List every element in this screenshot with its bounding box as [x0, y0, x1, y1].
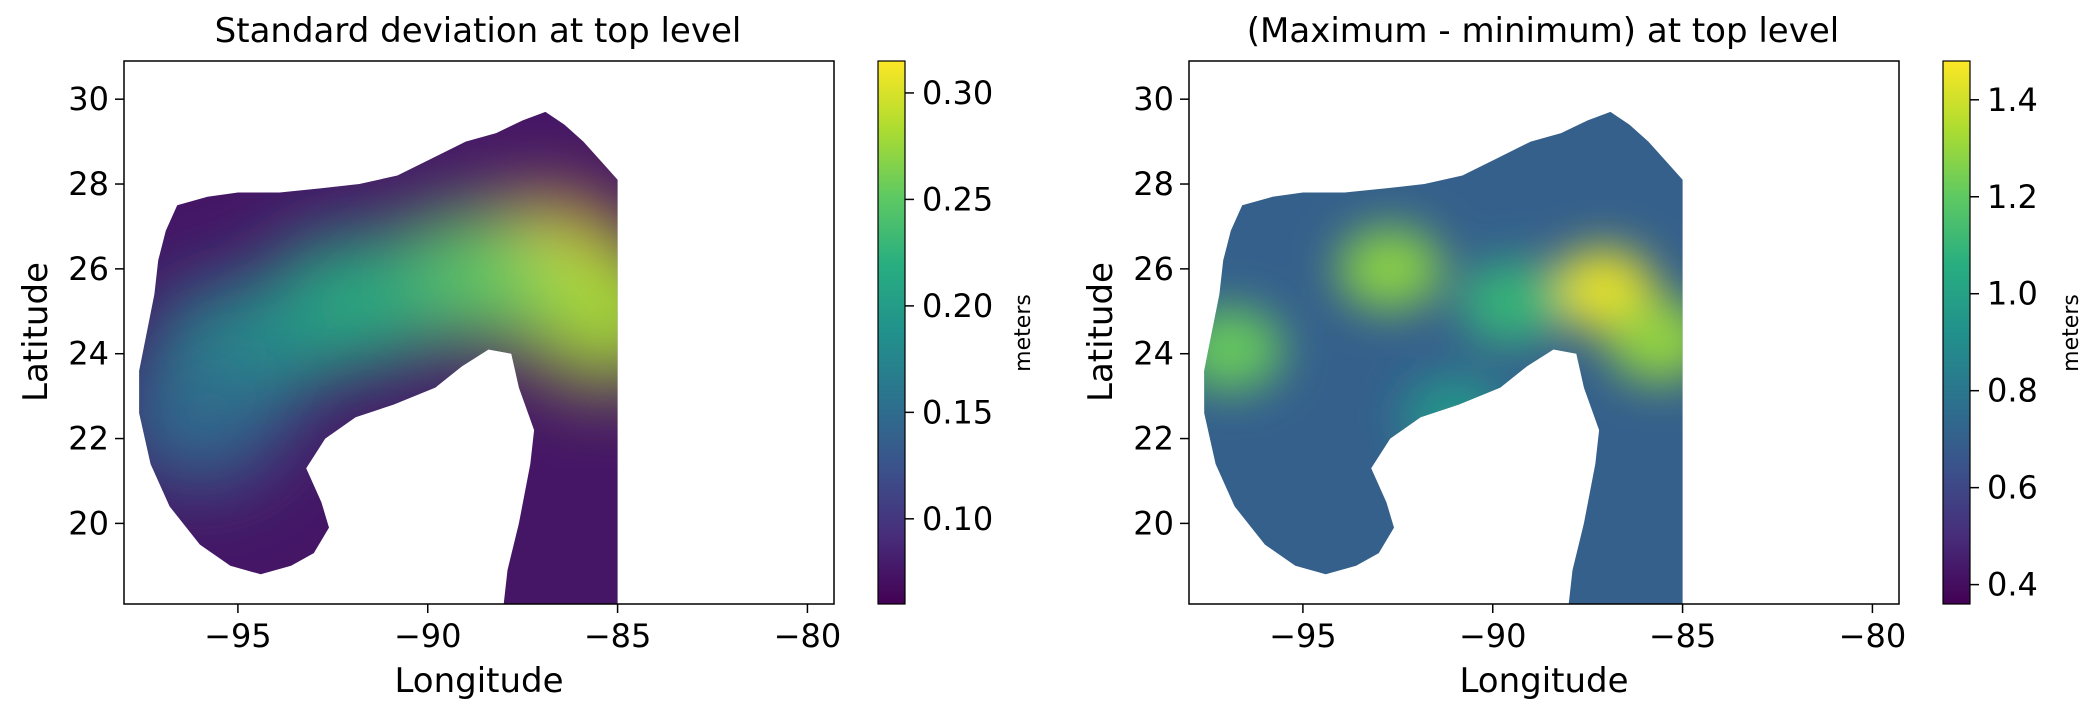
x-tick-label: −80: [774, 617, 842, 655]
chart-title: (Maximum - minimum) at top level: [1247, 11, 1839, 51]
x-tick-label: −95: [1269, 617, 1337, 655]
colorbar-tick-label: 0.10: [922, 500, 993, 538]
colorbar-tick-label: 1.2: [1987, 178, 2038, 216]
hotspot-layer: [139, 198, 618, 488]
colorbar-tick-label: 0.15: [922, 393, 993, 431]
colorbar-tick-label: 0.8: [1987, 372, 2038, 410]
heatmap-field: [139, 111, 618, 604]
colorbar-label: meters: [1011, 294, 1036, 372]
colorbar-axis: 0.10 0.15 0.20 0.25 0.30: [905, 74, 993, 538]
x-tick-label: −95: [204, 617, 272, 655]
colorbar-tick-label: 0.25: [922, 180, 993, 218]
colorbar-label: meters: [2059, 294, 2084, 372]
y-tick-label: 22: [1133, 420, 1174, 458]
y-tick-label: 28: [1133, 165, 1174, 203]
colorbar: [1942, 60, 1971, 605]
panel-max-min: (Maximum - minimum) at top level −95 −90−…: [1081, 11, 2084, 701]
y-tick-label: 30: [1133, 80, 1174, 118]
x-tick-label: −80: [1839, 617, 1907, 655]
x-axis-label: Longitude: [1459, 661, 1628, 701]
panel-std-dev: Standard deviation at top level −95 −90 −8…: [16, 11, 1036, 701]
colorbar-tick-label: 0.4: [1987, 566, 2038, 604]
y-tick-label: 26: [68, 250, 109, 288]
x-axis-label: Longitude: [394, 661, 563, 701]
y-tick-label: 20: [68, 504, 109, 542]
y-axis: 20 22 24 26 28 30: [1133, 80, 1189, 542]
plot-area-frame: [123, 60, 835, 605]
x-tick-label: −85: [584, 617, 652, 655]
heatmap-field: [1204, 111, 1683, 604]
hotspot-4: [1459, 260, 1565, 345]
x-tick-label: −90: [1459, 617, 1527, 655]
hotspot-5: [1402, 375, 1508, 460]
x-axis: −95 −90 −85 −80: [1269, 604, 1906, 655]
x-tick-label: −90: [394, 617, 462, 655]
colorbar-tick-label: 0.20: [922, 287, 993, 325]
plot-area-frame: [1188, 60, 1900, 605]
colorbar-tick-label: 0.30: [922, 74, 993, 112]
y-tick-label: 28: [68, 165, 109, 203]
y-tick-label: 20: [1133, 504, 1174, 542]
colorbar: [877, 60, 906, 605]
colorbar-axis: 0.4 0.6 0.8 1.0 1.2 1.4: [1970, 81, 2038, 604]
chart-title: Standard deviation at top level: [215, 11, 742, 51]
colorbar-tick-label: 0.6: [1987, 469, 2038, 507]
y-tick-label: 24: [1133, 335, 1174, 373]
y-tick-label: 26: [1133, 250, 1174, 288]
x-axis: −95 −90 −85 −80: [204, 604, 841, 655]
y-axis-label: Latitude: [16, 262, 56, 402]
hotspot-2: [1607, 298, 1683, 383]
y-tick-label: 24: [68, 335, 109, 373]
y-tick-label: 22: [68, 420, 109, 458]
hotspot-5: [139, 347, 288, 488]
colorbar-tick-label: 1.0: [1987, 275, 2038, 313]
y-axis: 20 22 24 26 28 30: [68, 80, 124, 542]
x-tick-label: −85: [1649, 617, 1717, 655]
hotspot-1: [1337, 226, 1443, 311]
y-axis-label: Latitude: [1081, 262, 1121, 402]
y-tick-label: 30: [68, 80, 109, 118]
hotspot-1: [518, 245, 618, 386]
hotspot-3: [1204, 307, 1284, 392]
colorbar-tick-label: 1.4: [1987, 81, 2038, 119]
